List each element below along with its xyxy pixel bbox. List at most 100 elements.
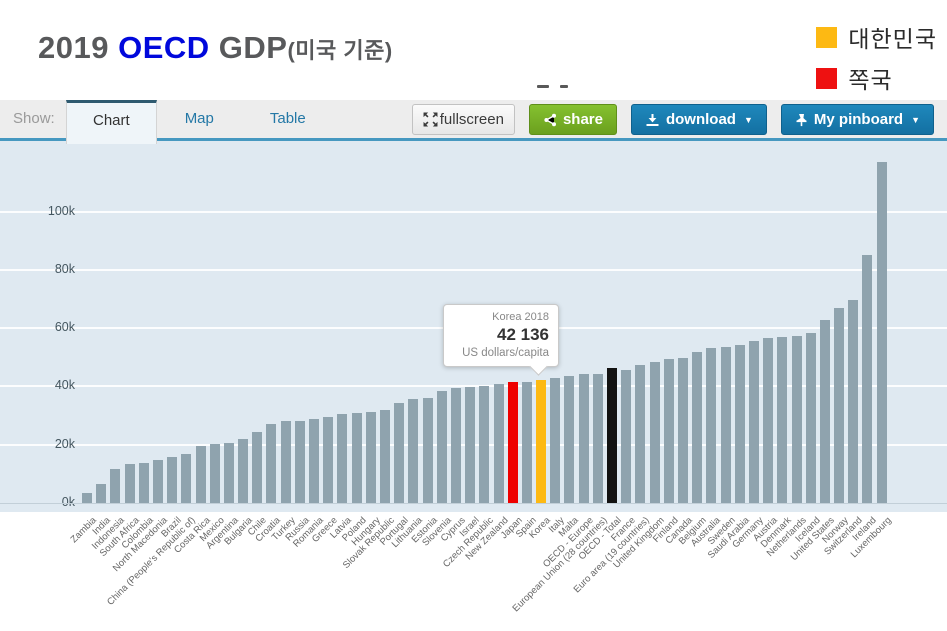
bar-united-states[interactable] bbox=[819, 319, 830, 503]
y-axis-tick: 20k bbox=[54, 436, 75, 451]
tooltip-value: 42 136 bbox=[497, 325, 549, 344]
bar-colombia[interactable] bbox=[138, 462, 149, 503]
bar-estonia[interactable] bbox=[422, 398, 433, 503]
legend-item-korea: 대한민국 bbox=[816, 20, 937, 54]
title-oecd: OECD bbox=[118, 30, 210, 65]
fullscreen-button[interactable]: fullscreen bbox=[411, 104, 515, 135]
page-title: 2019 OECD GDP(미국 기준) bbox=[38, 30, 393, 66]
bar-china-people-s-republic-of[interactable] bbox=[181, 454, 192, 503]
bar-north-macedonia[interactable] bbox=[152, 459, 163, 503]
bar-luxembourg[interactable] bbox=[876, 161, 887, 503]
gridline bbox=[0, 210, 947, 213]
legend-item-japan: 쪽국 bbox=[816, 61, 937, 95]
bar-latvia[interactable] bbox=[337, 413, 348, 503]
bar-brazil[interactable] bbox=[167, 456, 178, 503]
bar-canada[interactable] bbox=[677, 358, 688, 503]
bar-italy[interactable] bbox=[550, 377, 561, 503]
bar-korea[interactable] bbox=[536, 380, 547, 503]
bar-costa-rica[interactable] bbox=[195, 445, 206, 503]
pinboard-label: My pinboard bbox=[813, 111, 904, 128]
bar-poland[interactable] bbox=[351, 412, 362, 503]
y-axis-tick: 60k bbox=[54, 320, 75, 335]
bar-germany[interactable] bbox=[748, 340, 759, 503]
bar-sweden[interactable] bbox=[720, 346, 731, 503]
bar-ireland[interactable] bbox=[862, 254, 873, 503]
y-axis-tick: 40k bbox=[54, 378, 75, 393]
tab-map[interactable]: Map bbox=[184, 110, 214, 127]
bar-european-union-28-countries[interactable] bbox=[592, 373, 603, 503]
japan-color-swatch bbox=[816, 67, 838, 89]
download-button[interactable]: download ▼ bbox=[630, 104, 767, 135]
bar-netherlands[interactable] bbox=[791, 335, 802, 503]
bar-france[interactable] bbox=[621, 370, 632, 503]
bar-chile[interactable] bbox=[252, 431, 263, 503]
bar-japan[interactable] bbox=[507, 381, 518, 503]
tab-table[interactable]: Table bbox=[269, 110, 306, 127]
view-tabs: Chart Map Table bbox=[66, 100, 334, 144]
y-axis-tick: 100k bbox=[47, 203, 75, 218]
bar-chart: Korea 2018 42 136 US dollars/capita 0k 20… bbox=[0, 141, 947, 631]
bar-belgium[interactable] bbox=[692, 351, 703, 503]
bar-indonesia[interactable] bbox=[110, 468, 121, 503]
bar-australia[interactable] bbox=[706, 347, 717, 503]
bar-turkey[interactable] bbox=[280, 421, 291, 503]
bar-united-kingdom[interactable] bbox=[649, 362, 660, 503]
view-toolbar: Show: Chart Map Table fullscreen bbox=[0, 100, 947, 144]
expand-arrows-icon bbox=[423, 112, 438, 127]
bar-czech-republic[interactable] bbox=[479, 385, 490, 503]
download-icon bbox=[645, 113, 660, 127]
title-gdp: GDP bbox=[209, 30, 288, 65]
bar-denmark[interactable] bbox=[777, 337, 788, 503]
bar-india[interactable] bbox=[96, 484, 107, 503]
cropped-text-artifact bbox=[537, 85, 549, 88]
bar-saudi-arabia[interactable] bbox=[734, 345, 745, 503]
bar-euro-area-19-countries[interactable] bbox=[635, 365, 646, 503]
bar-austria[interactable] bbox=[763, 338, 774, 503]
bar-mexico[interactable] bbox=[209, 443, 220, 503]
bar-slovak-republic[interactable] bbox=[379, 410, 390, 503]
bar-oecd-total[interactable] bbox=[607, 368, 618, 503]
bar-new-zealand[interactable] bbox=[493, 384, 504, 503]
legend: 대한민국 쪽국 bbox=[816, 20, 937, 102]
bar-bulgaria[interactable] bbox=[238, 438, 249, 503]
bar-portugal[interactable] bbox=[394, 403, 405, 503]
tab-chart[interactable]: Chart bbox=[66, 100, 157, 144]
pushpin-icon bbox=[795, 113, 808, 127]
bar-switzerland[interactable] bbox=[848, 300, 859, 503]
bar-spain[interactable] bbox=[521, 382, 532, 503]
cropped-text-artifact bbox=[560, 85, 568, 88]
fullscreen-label: fullscreen bbox=[439, 111, 504, 128]
legend-label-korea: 대한민국 bbox=[848, 26, 937, 52]
toolbar-buttons: fullscreen share download ▼ bbox=[411, 104, 934, 135]
bar-iceland[interactable] bbox=[805, 333, 816, 503]
share-button[interactable]: share bbox=[528, 104, 617, 135]
bar-oecd-europe[interactable] bbox=[578, 374, 589, 503]
tooltip-title: Korea 2018 bbox=[492, 311, 549, 323]
title-suffix: (미국 기준) bbox=[287, 38, 393, 63]
show-label: Show: bbox=[13, 110, 55, 127]
bar-cyprus[interactable] bbox=[450, 388, 461, 503]
legend-label-japan: 쪽국 bbox=[848, 67, 893, 93]
chevron-down-icon: ▼ bbox=[911, 114, 920, 125]
gridline bbox=[0, 268, 947, 271]
bar-norway[interactable] bbox=[834, 307, 845, 503]
x-axis-line bbox=[0, 503, 947, 504]
bar-south-africa[interactable] bbox=[124, 463, 135, 503]
bar-malta[interactable] bbox=[564, 375, 575, 503]
bar-greece[interactable] bbox=[323, 416, 334, 503]
bar-zambia[interactable] bbox=[82, 492, 92, 503]
bar-slovenia[interactable] bbox=[436, 390, 447, 503]
bar-croatia[interactable] bbox=[266, 424, 277, 503]
bar-lithuania[interactable] bbox=[408, 398, 419, 503]
tooltip-unit: US dollars/capita bbox=[462, 347, 549, 359]
bar-russia[interactable] bbox=[294, 420, 305, 503]
bar-hungary[interactable] bbox=[365, 412, 376, 503]
korea-color-swatch bbox=[816, 26, 838, 48]
bar-finland[interactable] bbox=[663, 358, 674, 503]
bar-israel[interactable] bbox=[465, 386, 476, 503]
title-year: 2019 bbox=[38, 30, 119, 65]
bar-romania[interactable] bbox=[309, 419, 320, 503]
share-icon bbox=[543, 113, 557, 127]
bar-argentina[interactable] bbox=[223, 442, 234, 503]
my-pinboard-button[interactable]: My pinboard ▼ bbox=[780, 104, 934, 135]
